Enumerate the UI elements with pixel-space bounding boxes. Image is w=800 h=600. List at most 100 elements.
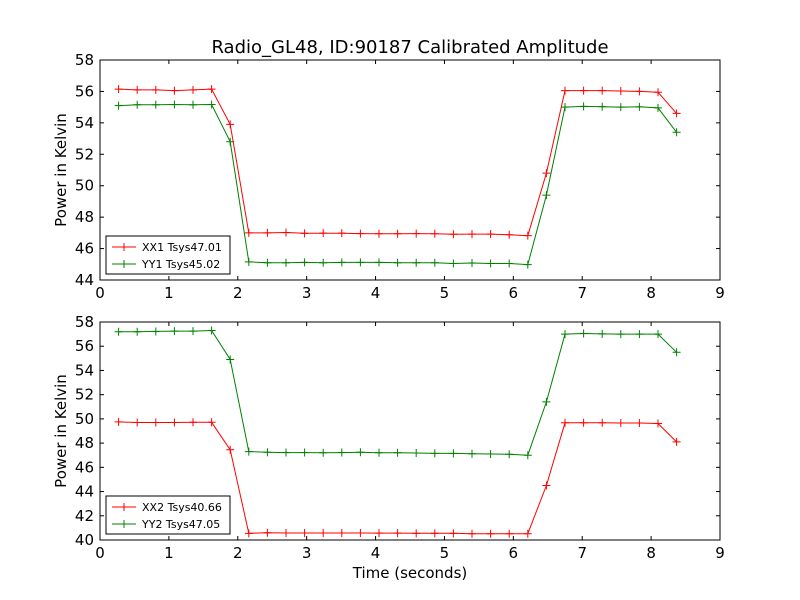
data-point <box>523 231 532 240</box>
x-tick-label: 3 <box>302 284 312 302</box>
data-point <box>189 327 197 336</box>
data-point <box>356 258 365 267</box>
y-tick-label: 40 <box>75 531 94 549</box>
data-point <box>337 528 346 537</box>
data-point <box>356 528 365 537</box>
data-point <box>356 229 365 238</box>
data-point <box>244 228 253 237</box>
x-tick-label: 7 <box>577 284 587 302</box>
x-tick-label: 2 <box>233 284 243 302</box>
legend <box>105 235 231 275</box>
data-point <box>207 85 216 94</box>
y-tick-label: 58 <box>75 313 94 331</box>
data-point <box>393 258 402 267</box>
data-point <box>449 529 458 538</box>
y-tick-label: 58 <box>75 51 94 69</box>
y-axis-label: Power in Kelvin <box>52 113 70 227</box>
x-tick-label: 8 <box>646 284 656 302</box>
data-point <box>654 330 662 339</box>
data-point <box>672 109 681 118</box>
data-point <box>598 102 607 111</box>
data-point <box>133 85 142 94</box>
data-point <box>505 259 514 268</box>
data-point <box>468 259 476 268</box>
data-point <box>170 418 179 427</box>
data-point <box>263 228 272 237</box>
data-point <box>542 191 551 200</box>
x-tick-label: 6 <box>509 284 519 302</box>
data-point <box>133 418 142 427</box>
data-point <box>654 103 662 112</box>
data-point <box>468 230 476 239</box>
data-point <box>375 258 383 267</box>
data-point <box>430 229 439 238</box>
data-point <box>486 529 495 538</box>
data-point <box>430 529 439 538</box>
y-tick-label: 44 <box>75 483 94 501</box>
data-point <box>635 102 644 111</box>
data-point <box>598 418 607 427</box>
legend-label: XX1 Tsys47.01 <box>142 241 222 254</box>
data-point <box>263 528 272 537</box>
data-point <box>635 419 644 428</box>
data-point <box>449 259 458 268</box>
data-point <box>244 257 253 266</box>
data-point <box>430 449 439 458</box>
data-point <box>412 529 421 538</box>
data-point <box>654 88 662 97</box>
data-point <box>244 447 253 456</box>
y-tick-label: 44 <box>75 271 94 289</box>
data-point <box>114 417 123 426</box>
data-point <box>151 100 160 109</box>
x-tick-label: 4 <box>371 284 381 302</box>
y-axis-label: Power in Kelvin <box>52 374 70 488</box>
data-point <box>319 258 328 267</box>
x-tick-label: 9 <box>715 284 725 302</box>
data-point <box>375 529 383 538</box>
x-tick-label: 6 <box>509 544 519 562</box>
data-point <box>412 258 421 267</box>
y-tick-label: 52 <box>75 145 94 163</box>
legend-marker <box>120 243 128 251</box>
data-point <box>430 258 439 267</box>
data-point <box>319 448 328 457</box>
data-point <box>393 448 402 457</box>
data-point <box>226 355 235 364</box>
data-point <box>412 449 421 458</box>
data-point <box>207 418 216 427</box>
data-point <box>412 229 421 238</box>
y-tick-label: 56 <box>75 337 94 355</box>
x-tick-label: 1 <box>164 544 174 562</box>
y-tick-label: 56 <box>75 82 94 100</box>
y-tick-label: 54 <box>75 361 94 379</box>
data-point <box>616 330 625 339</box>
data-point <box>151 418 160 427</box>
data-point <box>170 86 179 95</box>
data-point <box>189 418 197 427</box>
data-point <box>561 86 569 95</box>
data-point <box>337 229 346 238</box>
data-point <box>207 326 216 335</box>
legend-marker <box>120 503 128 511</box>
legend-label: YY1 Tsys45.02 <box>141 258 220 271</box>
x-tick-label: 0 <box>95 284 105 302</box>
y-tick-label: 50 <box>75 177 94 195</box>
data-point <box>561 418 569 427</box>
data-point <box>282 448 290 457</box>
data-point <box>300 528 309 537</box>
data-point <box>579 418 588 427</box>
x-axis-label: Time (seconds) <box>352 564 468 582</box>
data-point <box>375 229 383 238</box>
data-point <box>486 259 495 268</box>
legend-label: YY2 Tsys47.05 <box>141 518 220 531</box>
data-point <box>468 449 476 458</box>
data-point <box>226 120 235 129</box>
data-point <box>523 529 532 538</box>
data-point <box>207 100 216 109</box>
data-point <box>151 85 160 94</box>
data-point <box>468 529 476 538</box>
data-point <box>561 103 569 112</box>
y-tick-label: 46 <box>75 458 94 476</box>
